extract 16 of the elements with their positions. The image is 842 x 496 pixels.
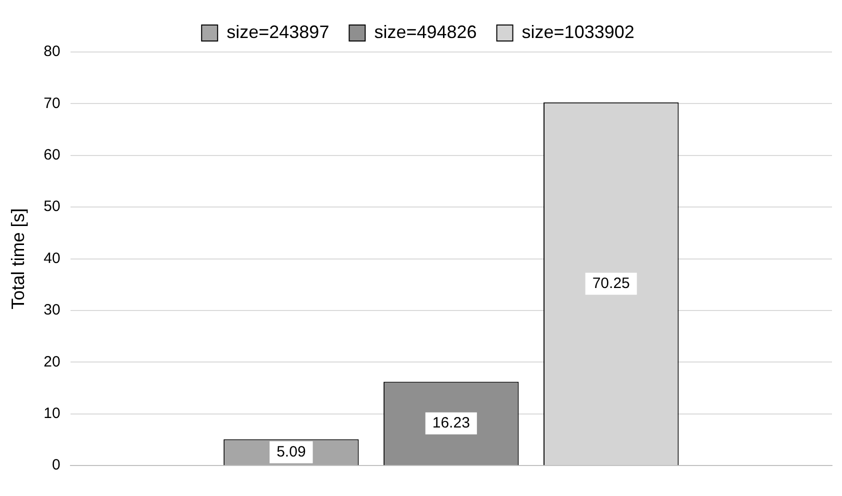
y-axis-title: Total time [s] — [8, 208, 28, 310]
data-label: 16.23 — [432, 414, 470, 432]
data-label: 70.25 — [592, 274, 630, 292]
legend-label: size=1033902 — [522, 22, 634, 42]
data-label: 5.09 — [276, 443, 306, 460]
y-tick-label: 10 — [44, 405, 60, 422]
y-tick-label: 20 — [44, 353, 60, 370]
y-tick-label: 40 — [44, 250, 60, 267]
y-tick-label: 70 — [44, 94, 60, 112]
y-tick-label: 0 — [52, 456, 60, 474]
legend-label: size=243897 — [226, 22, 330, 42]
y-tick-label: 50 — [44, 198, 60, 216]
y-tick-label: 30 — [44, 302, 60, 319]
legend-label: size=494826 — [374, 22, 477, 42]
y-tick-label: 60 — [44, 146, 60, 164]
y-tick-label: 80 — [44, 43, 60, 60]
